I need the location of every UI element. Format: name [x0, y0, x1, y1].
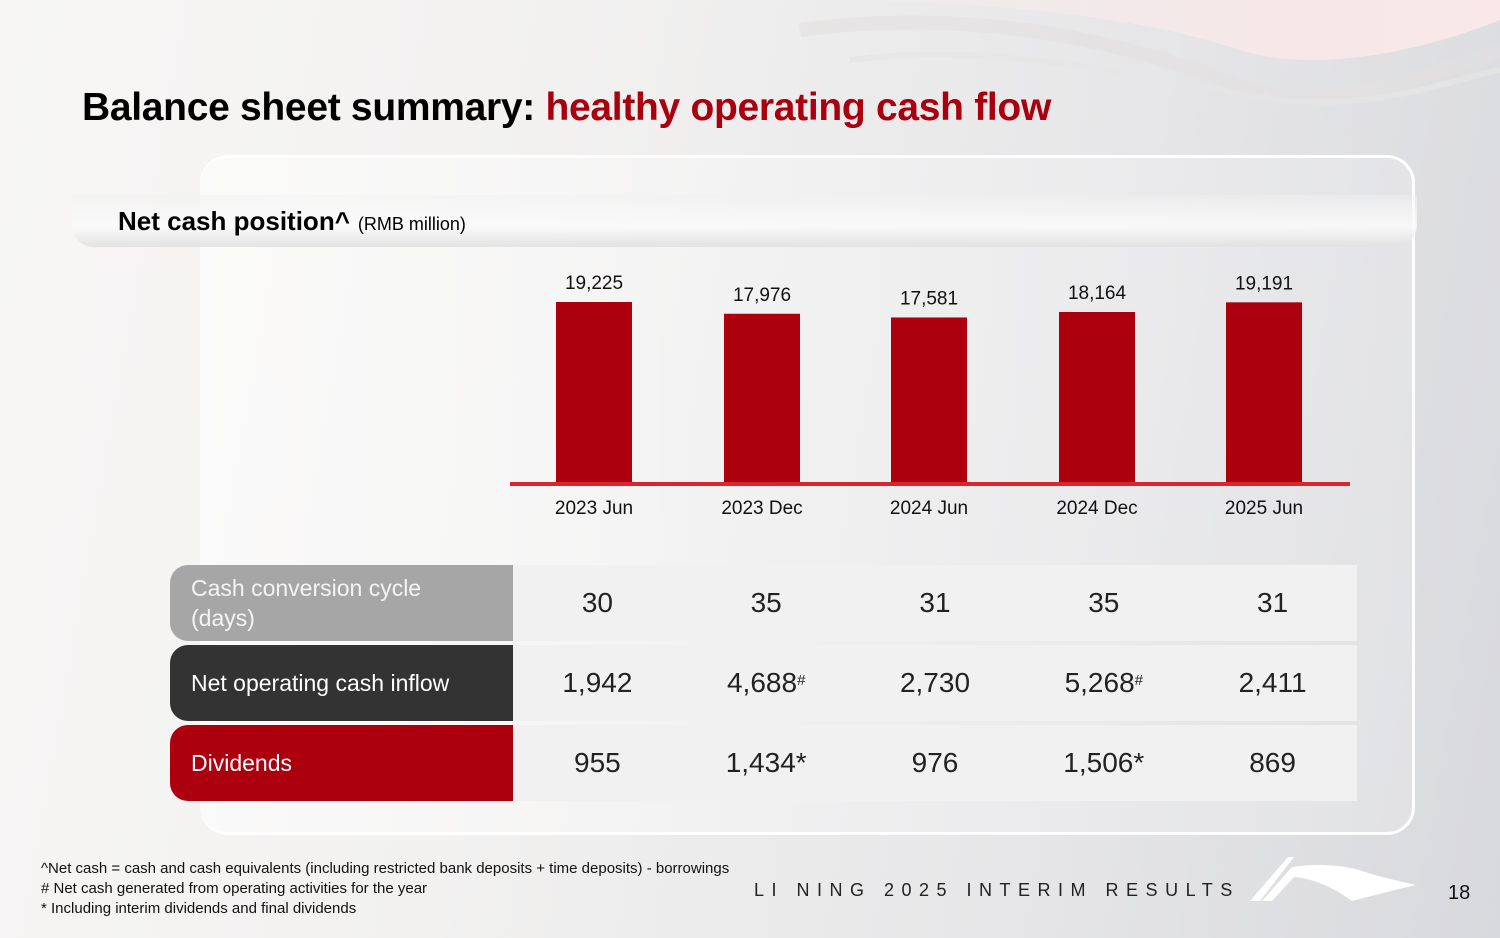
- content-panel: [200, 155, 1415, 835]
- bar-value-label: 19,225: [565, 273, 623, 294]
- footer-brand: LI NING 2025 INTERIM RESULTS: [754, 880, 1240, 900]
- bar-value-label: 17,581: [900, 288, 958, 309]
- category-label: 2025 Jun: [1225, 498, 1303, 519]
- row-label: Net operating cash inflow: [170, 645, 513, 721]
- table-cell: 1,506*: [1019, 725, 1188, 801]
- table-cell: 35: [682, 565, 851, 641]
- row-label: Cash conversion cycle (days): [170, 565, 513, 641]
- bar-2023-jun: [556, 302, 632, 483]
- cell-value: 35: [750, 587, 782, 618]
- category-label: 2023 Dec: [721, 498, 802, 519]
- page-number: 18: [1448, 882, 1471, 904]
- cell-value: 31: [1257, 587, 1289, 618]
- page-title-accent: healthy operating cash flow: [545, 86, 1051, 129]
- table-cell: 31: [1188, 565, 1357, 641]
- cell-value: 31: [919, 587, 951, 618]
- table-cell: 2,730: [851, 645, 1020, 721]
- table-cell: 869: [1188, 725, 1357, 801]
- bar-value-label: 17,976: [733, 285, 791, 306]
- bar-2023-dec: [724, 313, 800, 483]
- table-cell: 1,942: [513, 645, 682, 721]
- page-title-prefix: Balance sheet summary:: [82, 86, 546, 129]
- cell-value: 976: [911, 747, 959, 778]
- chart-unit: (RMB million): [357, 214, 466, 234]
- cell-value: 955: [574, 747, 621, 778]
- net-cash-bar-chart: 19,225 2023 Jun 17,976 2023 Dec 17,581 2024 J…: [510, 273, 1350, 519]
- bar-2024-dec: [1059, 311, 1135, 483]
- li-ning-logo-icon: [1250, 857, 1416, 901]
- row-label: Dividends: [170, 725, 513, 801]
- table-cell: 976: [851, 725, 1020, 801]
- cell-value: 1,434*: [725, 747, 807, 778]
- page-title: Balance sheet summary: healthy operating…: [82, 86, 1051, 130]
- table-cell: 30: [513, 565, 682, 641]
- table-cell: 5,268 #: [1019, 645, 1188, 721]
- table-row-dividends: Dividends 955 1,434* 976 1,506* 869: [170, 725, 1357, 801]
- footnote-net-cash: ^Net cash = cash and cash equivalents (i…: [41, 860, 730, 877]
- cell-value: 2,411: [1238, 667, 1307, 698]
- bar-value-label: 18,164: [1068, 283, 1127, 304]
- bar-2024-jun: [891, 317, 967, 483]
- category-label: 2024 Jun: [890, 498, 968, 519]
- bar-2025-jun: [1226, 302, 1302, 483]
- category-label: 2023 Jun: [555, 498, 633, 519]
- row-values: 1,942 4,688 #2,730 5,268 #2,411: [513, 645, 1357, 721]
- row-values: 30 35 31 35 31: [513, 565, 1357, 641]
- table-cell: 4,688 #: [682, 645, 851, 721]
- cell-value: 1,506*: [1063, 747, 1145, 778]
- table-row-cash-conversion-cycle: Cash conversion cycle (days) 30 35 31 35 31: [170, 565, 1357, 641]
- chart-title: Net cash position^ (RMB million): [118, 206, 466, 237]
- footnote-operating: # Net cash generated from operating acti…: [41, 880, 428, 897]
- table-cell: 955: [513, 725, 682, 801]
- section-header-bar: [72, 195, 1417, 247]
- row-values: 955 1,434* 976 1,506* 869: [513, 725, 1357, 801]
- table-row-net-operating-cash-inflow: Net operating cash inflow 1,942 4,688 #2,73…: [170, 645, 1357, 721]
- table-cell: 31: [851, 565, 1020, 641]
- footnote-mark: #: [1134, 671, 1143, 689]
- footnotes: ^Net cash = cash and cash equivalents (i…: [41, 859, 729, 919]
- cell-value: 1,942: [562, 667, 633, 698]
- cell-value: 869: [1249, 747, 1296, 778]
- bar-value-label: 19,191: [1235, 273, 1293, 294]
- table-cell: 1,434*: [682, 725, 851, 801]
- footnote-dividends: * Including interim dividends and final …: [41, 900, 357, 917]
- cell-value: 5,268: [1064, 667, 1135, 698]
- cell-value: 2,730: [899, 667, 971, 698]
- cell-value: 30: [581, 587, 613, 618]
- footnote-mark: #: [797, 671, 806, 689]
- table-cell: 35: [1019, 565, 1188, 641]
- cell-value: 4,688: [726, 667, 798, 698]
- chart-title-text: Net cash position^: [118, 206, 350, 236]
- cell-value: 35: [1088, 587, 1120, 618]
- table-cell: 2,411: [1188, 645, 1357, 721]
- category-label: 2024 Dec: [1056, 498, 1137, 519]
